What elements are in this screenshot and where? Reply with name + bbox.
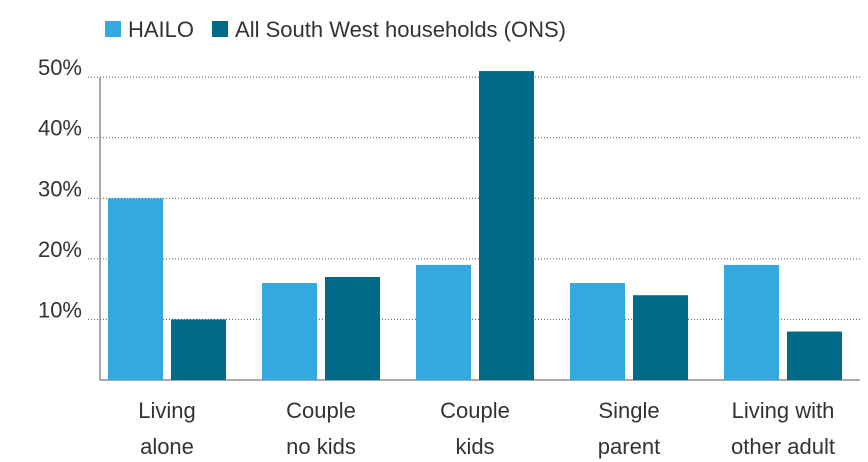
bar [262,283,317,380]
x-tick-label: parent [598,434,660,459]
legend-label: All South West households (ONS) [235,17,566,42]
bar [171,319,226,380]
x-tick-label: Couple [440,398,510,423]
bar [325,277,380,380]
y-tick-label: 30% [38,176,82,201]
x-tick-label: other adult [731,434,835,459]
bar [416,264,471,380]
bar [108,198,163,380]
x-tick-label: no kids [286,434,356,459]
legend-label: HAILO [128,17,194,42]
y-tick-label: 40% [38,116,82,141]
x-tick-label: Single [598,398,659,423]
x-tick-label: Couple [286,398,356,423]
y-tick-label: 20% [38,237,82,262]
y-tick-label: 10% [38,297,82,322]
bar [479,71,534,381]
bar [787,331,842,380]
y-tick-label: 50% [38,55,82,80]
bar [724,264,779,380]
x-tick-label: kids [455,434,494,459]
legend-swatch [105,21,121,37]
bar [570,283,625,380]
x-tick-label: Living with [732,398,835,423]
bar [633,295,688,380]
x-tick-label: alone [140,434,194,459]
legend-swatch [212,21,229,37]
x-tick-label: Living [138,398,195,423]
